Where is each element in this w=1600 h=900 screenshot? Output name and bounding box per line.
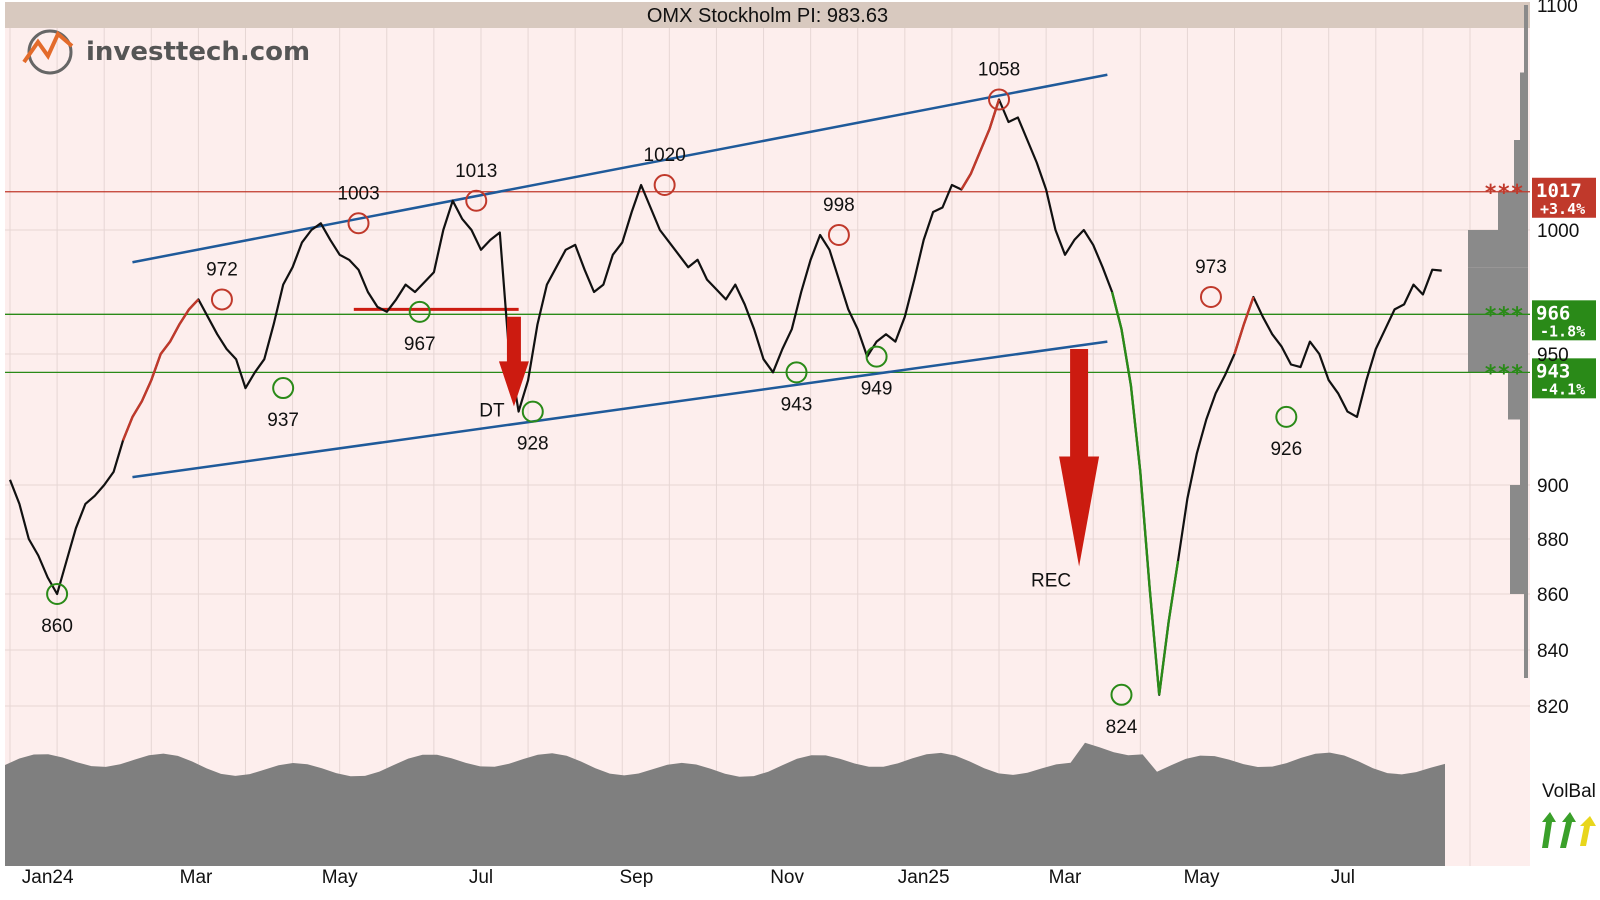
pivot-label: 967 — [404, 334, 436, 355]
pivot-high-marker — [210, 288, 233, 311]
pivot-label: 998 — [823, 195, 855, 216]
x-tick-label: Jul — [1331, 867, 1355, 888]
pivot-low-marker — [521, 400, 544, 423]
price-distribution-bar — [1508, 372, 1528, 420]
x-tick-label: May — [1184, 867, 1220, 888]
signal-arrow-rec — [1059, 349, 1100, 567]
level-stars: *** — [1484, 361, 1524, 386]
logo-wave-icon — [22, 30, 74, 64]
y-tick-label: 900 — [1537, 476, 1569, 497]
pivot-label: 943 — [781, 394, 813, 415]
pivot-low-marker — [1110, 683, 1133, 706]
level-value: 1017 — [1536, 180, 1582, 202]
pivot-low-marker — [272, 377, 295, 400]
y-tick-label: 950 — [1537, 345, 1569, 366]
price-distribution-bar — [1510, 485, 1528, 594]
price-up-segment — [121, 298, 200, 441]
volume-area — [5, 742, 1445, 866]
logo: investtech.com — [22, 29, 310, 75]
level-change: -4.1% — [1540, 380, 1585, 398]
x-tick-label: Mar — [180, 867, 213, 888]
pivot-label: 1013 — [455, 161, 497, 182]
volbal-neutral-arrow-icon — [1580, 816, 1596, 846]
pivot-high-marker — [347, 212, 370, 235]
y-tick-label: 860 — [1537, 585, 1569, 606]
signal-label-dt: DT — [479, 400, 505, 421]
pivot-low-marker — [46, 583, 69, 605]
price-series-line — [8, 98, 1442, 696]
x-tick-label: Jan25 — [898, 867, 950, 888]
pivot-label: 928 — [517, 434, 549, 455]
pivot-label: 949 — [861, 379, 893, 400]
trend-channel-upper — [132, 73, 1108, 264]
level-change: -1.8% — [1540, 322, 1585, 340]
volbal-arrows-icon — [1542, 812, 1596, 848]
signal-arrow-dt — [498, 316, 529, 407]
pivot-high-marker — [1199, 285, 1222, 308]
y-tick-label: 1100 — [1537, 0, 1578, 17]
x-tick-label: Mar — [1049, 867, 1082, 888]
chart-title: OMX Stockholm PI: 983.63 — [647, 5, 888, 27]
pivot-label: 937 — [267, 410, 299, 431]
price-down-segment — [1110, 291, 1180, 695]
y-tick-label: 820 — [1537, 697, 1569, 718]
price-distribution-bar — [1468, 267, 1528, 315]
pivot-label: 1020 — [644, 145, 686, 166]
level-value: 943 — [1536, 360, 1570, 382]
level-tag — [1532, 358, 1596, 399]
pivot-high-marker — [988, 88, 1011, 111]
price-distribution-bar — [1520, 72, 1528, 140]
title-bar — [5, 2, 1530, 28]
y-tick-label: 880 — [1537, 530, 1569, 551]
level-tag — [1532, 300, 1596, 341]
y-tick-label: 1000 — [1537, 221, 1579, 242]
x-tick-label: Jan24 — [22, 867, 74, 888]
price-up-segment — [1233, 296, 1255, 355]
volbal-up-arrow-icon — [1560, 812, 1576, 848]
pivot-high-marker — [827, 223, 850, 246]
price-distribution-bar — [1514, 140, 1528, 192]
price-distribution-bar — [1498, 191, 1528, 230]
signal-label-rec: REC — [1031, 571, 1071, 592]
level-stars: *** — [1484, 303, 1524, 328]
level-stars: *** — [1484, 181, 1524, 206]
price-distribution-bar — [1524, 594, 1528, 678]
pivot-high-marker — [465, 189, 488, 212]
level-change: +3.4% — [1540, 200, 1585, 218]
pivot-label: 824 — [1106, 717, 1138, 738]
x-tick-label: May — [322, 867, 358, 888]
price-distribution-bar — [1468, 314, 1528, 373]
price-distribution-bar — [1468, 230, 1528, 268]
pivot-label: 926 — [1270, 439, 1302, 460]
pivot-high-marker — [653, 174, 676, 196]
pivot-low-marker — [408, 300, 431, 323]
level-tag — [1532, 177, 1596, 218]
trend-channel-lower — [132, 340, 1108, 479]
price-distribution-bar — [1520, 419, 1528, 485]
plot-background — [5, 28, 1530, 866]
volbal-label: VolBal — [1542, 781, 1596, 802]
pivot-label: 1003 — [337, 183, 379, 204]
x-tick-label: Nov — [770, 867, 804, 888]
price-up-segment — [960, 99, 1001, 191]
pivot-low-marker — [785, 361, 808, 384]
x-tick-label: Jul — [469, 867, 493, 888]
level-value: 966 — [1536, 302, 1570, 324]
logo-text: investtech.com — [86, 37, 310, 67]
pivot-low-marker — [865, 345, 888, 368]
y-tick-label: 840 — [1537, 641, 1569, 662]
pivot-label: 972 — [206, 259, 238, 280]
pivot-low-marker — [1275, 405, 1298, 428]
price-distribution-bar — [1524, 5, 1528, 73]
pivot-label: 860 — [41, 616, 73, 637]
volbal-up-arrow-icon — [1542, 812, 1556, 848]
pivot-label: 973 — [1195, 257, 1227, 278]
x-tick-label: Sep — [619, 867, 653, 888]
pivot-label: 1058 — [978, 60, 1020, 81]
